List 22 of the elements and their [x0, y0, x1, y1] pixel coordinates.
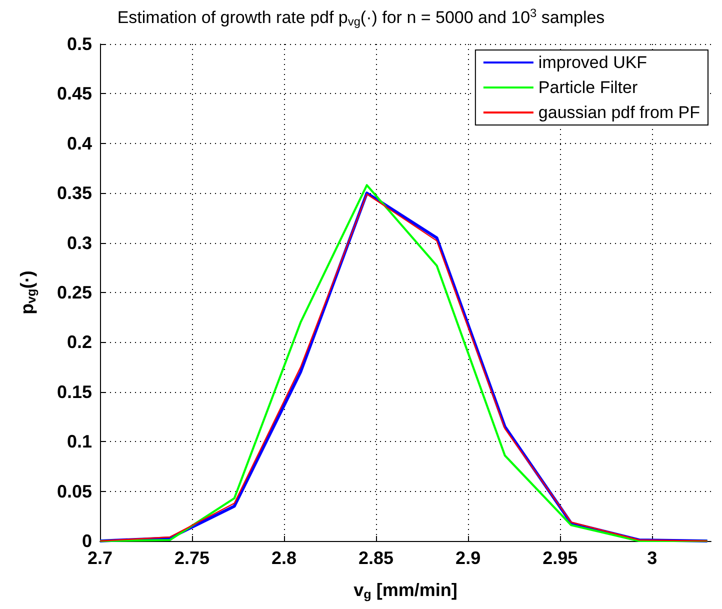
y-tick-label: 0.3: [66, 232, 92, 253]
y-tick-label: 0.4: [66, 133, 92, 154]
y-tick-label: 0.35: [56, 183, 92, 204]
y-tick-label: 0: [82, 531, 92, 551]
legend-label: improved UKF: [538, 53, 648, 72]
y-axis-title: pvg(·): [17, 270, 38, 314]
x-tick-label: 2.8: [272, 548, 297, 568]
y-tick-label: 0.05: [56, 481, 92, 502]
x-tick-label: 2.85: [358, 548, 394, 568]
y-tick-label: 0.25: [56, 282, 92, 302]
x-tick-label: 2.9: [456, 548, 481, 568]
y-tick-label: 0.2: [66, 332, 92, 352]
y-tick-label: 0.15: [56, 382, 92, 402]
x-tick-label: 2.95: [542, 548, 578, 568]
legend-label: Particle Filter: [538, 78, 638, 97]
x-tick-label: 3: [647, 548, 658, 568]
x-tick-label: 2.75: [174, 548, 210, 568]
x-tick-label: 2.7: [87, 548, 113, 568]
legend-label: gaussian pdf from PF: [538, 103, 700, 122]
y-tick-label: 0.5: [66, 34, 92, 54]
y-tick-label: 0.1: [66, 432, 92, 452]
y-tick-label: 0.45: [56, 84, 92, 104]
